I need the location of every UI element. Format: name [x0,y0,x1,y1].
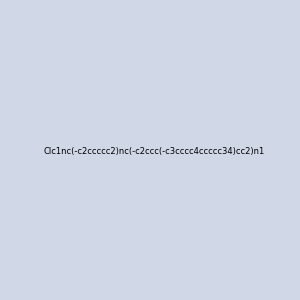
Text: Clc1nc(-c2ccccc2)nc(-c2ccc(-c3cccc4ccccc34)cc2)n1: Clc1nc(-c2ccccc2)nc(-c2ccc(-c3cccc4ccccc… [43,147,264,156]
